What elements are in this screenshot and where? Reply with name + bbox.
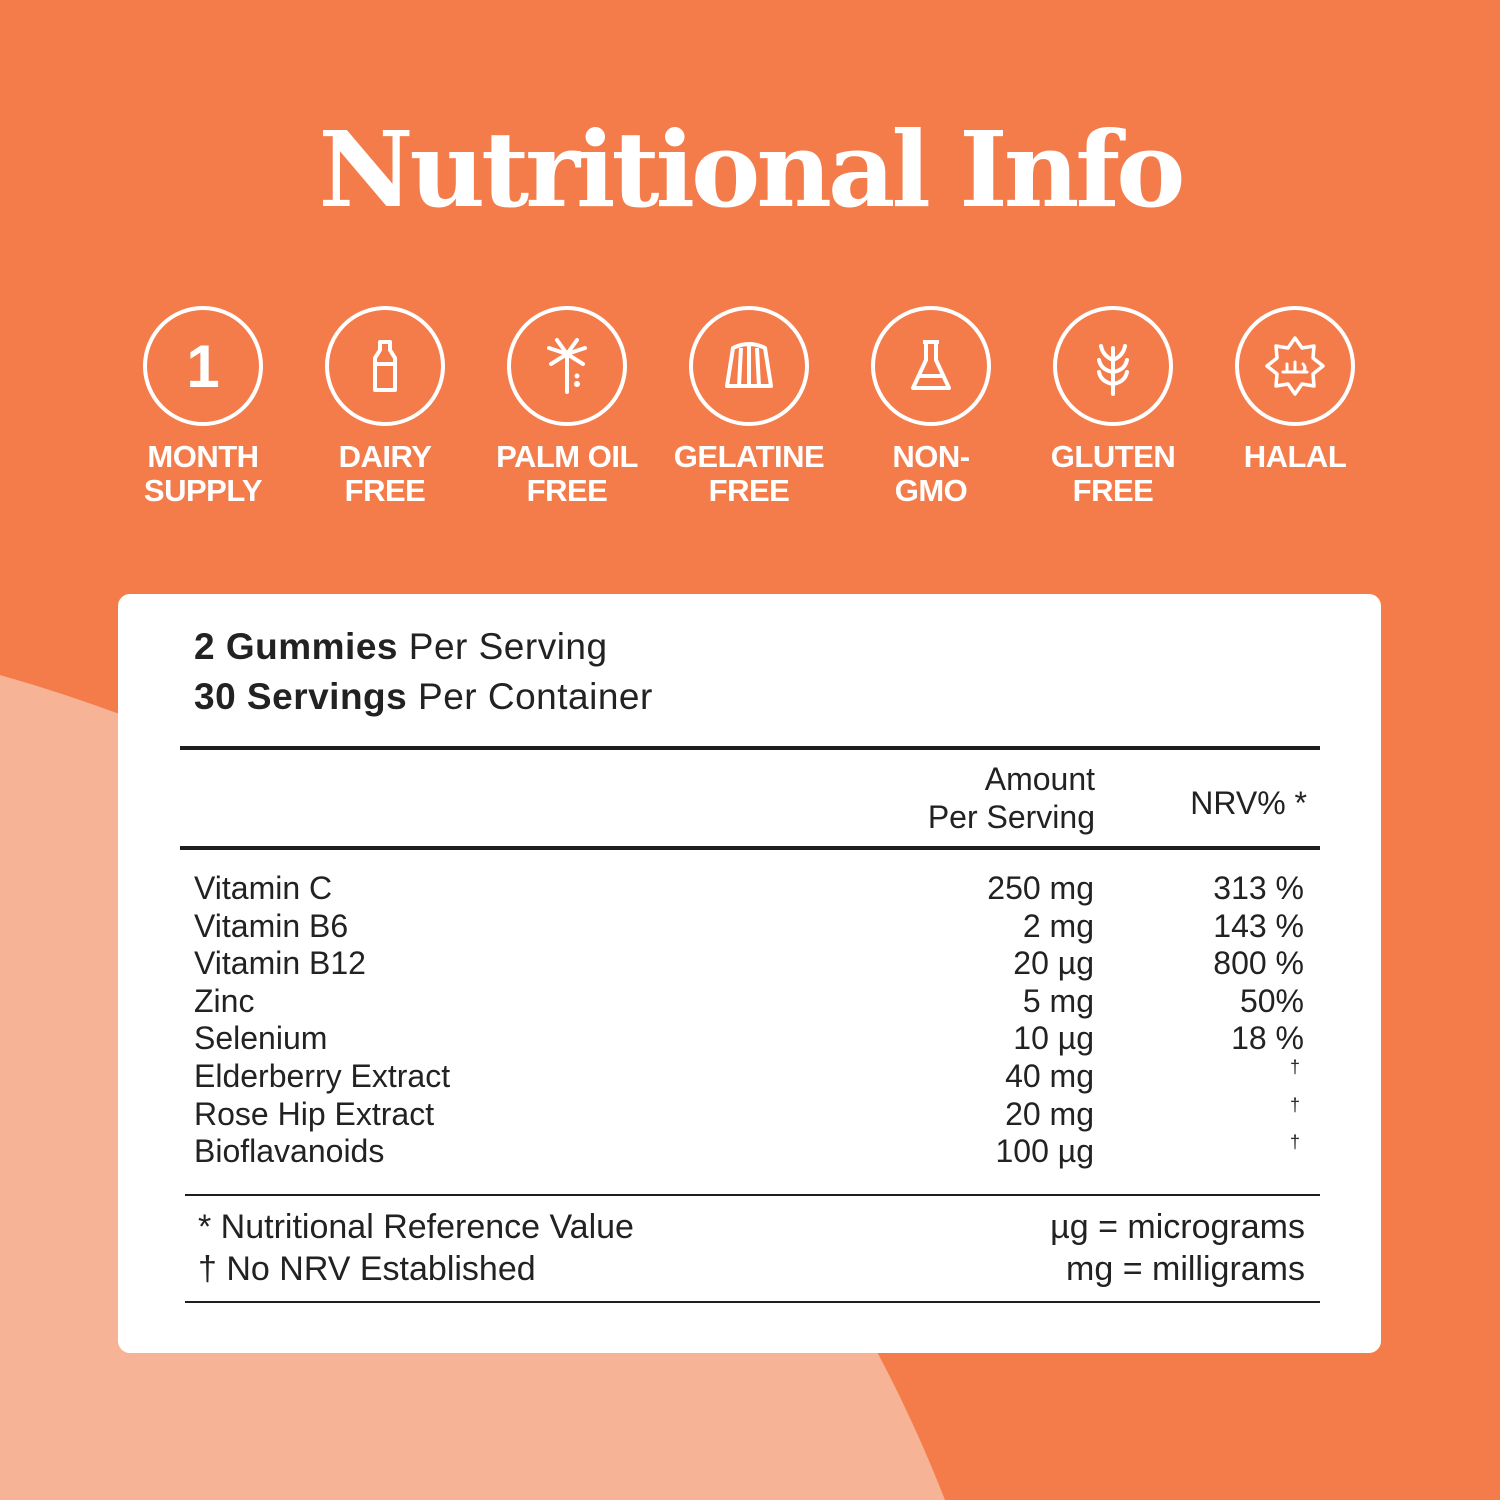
footnote-units: µg = micrograms mg = milligrams	[1050, 1208, 1305, 1288]
table-row: Vitamin C 250 mg 313 %	[194, 870, 1304, 906]
serving-size: 2 Gummies Per Serving	[194, 626, 608, 667]
nrv-header: NRV% *	[1190, 785, 1307, 821]
nutrient-name: Vitamin C	[194, 870, 333, 906]
divider	[180, 846, 1320, 850]
no-nrv-dagger: †	[1289, 1132, 1300, 1153]
nutrient-nrv: 143 %	[1213, 907, 1304, 944]
badge-dairy: DAIRY FREE	[300, 306, 470, 508]
table-row: Zinc 5 mg 50%	[194, 983, 1304, 1019]
nutrient-name: Selenium	[194, 1020, 328, 1057]
servings-per-container: 30 Servings Per Container	[194, 676, 653, 717]
badge-circle	[689, 306, 809, 426]
no-nrv-dagger: †	[1289, 1094, 1300, 1115]
number-one-icon: 1	[186, 332, 220, 400]
nutrient-amount: 100 µg	[995, 1133, 1094, 1170]
palm-tree-icon	[547, 338, 587, 394]
jelly-mold-icon	[725, 342, 773, 388]
badge-halal: HALAL	[1210, 306, 1380, 474]
badge-label: PALM OIL FREE	[496, 439, 638, 508]
divider	[180, 746, 1320, 750]
flask-icon	[911, 340, 951, 390]
badge-circle: 1	[143, 306, 263, 426]
nutrient-nrv: 18 %	[1231, 1020, 1304, 1057]
milk-bottle-icon	[373, 340, 397, 392]
badge-circle	[507, 306, 627, 426]
table-row: Bioflavanoids 100 µg †	[194, 1133, 1304, 1169]
nutrient-amount: 40 mg	[1005, 1058, 1094, 1094]
nutrient-amount: 5 mg	[1022, 982, 1094, 1019]
table-row: Rose Hip Extract 20 mg †	[194, 1096, 1304, 1132]
badge-month: 1 MONTH SUPPLY	[118, 306, 288, 508]
badge-gelatine: GELATINE FREE	[664, 306, 834, 508]
halal-seal-icon	[1265, 336, 1325, 396]
badge-gluten: GLUTEN FREE	[1028, 306, 1198, 508]
nutrient-nrv: 313 %	[1213, 870, 1304, 906]
footnote-nrv: * Nutritional Reference Value † No NRV Es…	[198, 1208, 634, 1288]
table-row: Elderberry Extract 40 mg †	[194, 1058, 1304, 1094]
nutrient-amount: 20 µg	[1013, 945, 1094, 982]
divider	[185, 1301, 1320, 1303]
nutrient-amount: 10 µg	[1013, 1020, 1094, 1057]
badge-label: NON- GMO	[892, 439, 970, 508]
wheat-icon	[1097, 344, 1129, 396]
badge-circle	[1053, 306, 1173, 426]
badge-label: HALAL	[1243, 439, 1347, 474]
nutrient-amount: 2 mg	[1022, 907, 1094, 944]
nutrient-name: Rose Hip Extract	[194, 1095, 435, 1132]
nutrient-name: Elderberry Extract	[194, 1058, 451, 1094]
nutrient-nrv: 50%	[1239, 982, 1304, 1019]
badge-label: GLUTEN FREE	[1050, 439, 1176, 508]
page-title: Nutritional Info	[318, 108, 1185, 231]
table-row: Vitamin B6 2 mg 143 %	[194, 908, 1304, 944]
divider	[185, 1194, 1320, 1196]
badge-label: DAIRY FREE	[338, 439, 432, 508]
table-row: Vitamin B12 20 µg 800 %	[194, 945, 1304, 981]
no-nrv-dagger: †	[1289, 1057, 1300, 1077]
nutrient-name: Vitamin B12	[194, 945, 366, 982]
nutrient-nrv: 800 %	[1213, 945, 1304, 982]
amount-header: Amount Per Serving	[927, 761, 1095, 835]
nutrient-name: Vitamin B6	[194, 907, 349, 944]
table-row: Selenium 10 µg 18 %	[194, 1020, 1304, 1056]
nutrient-name: Bioflavanoids	[194, 1133, 385, 1170]
nutrition-card: 2 Gummies Per Serving 30 Servings Per Co…	[118, 594, 1381, 1353]
badge-palm-oil: PALM OIL FREE	[482, 306, 652, 508]
badge-circle	[1235, 306, 1355, 426]
badge-non: NON- GMO	[846, 306, 1016, 508]
badge-circle	[871, 306, 991, 426]
badge-label: GELATINE FREE	[673, 439, 825, 508]
nutrient-name: Zinc	[194, 982, 255, 1019]
badge-circle	[325, 306, 445, 426]
nutrient-amount: 250 mg	[987, 870, 1094, 906]
badge-label: MONTH SUPPLY	[143, 439, 263, 508]
nutrient-amount: 20 mg	[1005, 1095, 1094, 1132]
